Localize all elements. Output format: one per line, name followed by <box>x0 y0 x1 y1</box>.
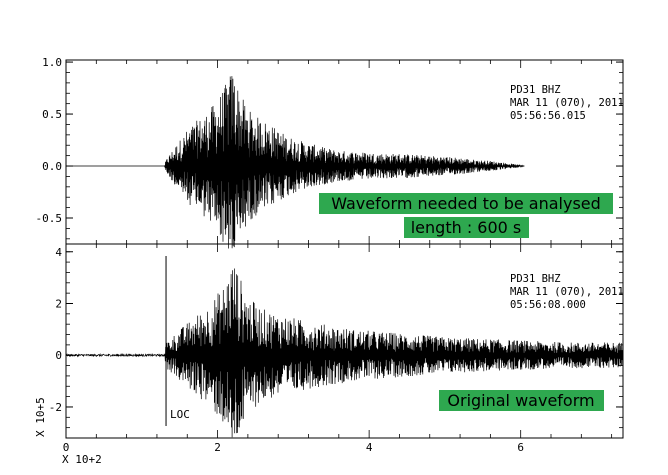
bottom-date-label: MAR 11 (070), 2011 <box>510 286 624 298</box>
bottom-station-label: PD31 BHZ <box>510 273 561 285</box>
top-annotation-line-1: Waveform needed to be analysed <box>331 194 601 213</box>
top-annotation-line-2: length : 600 s <box>411 218 522 237</box>
top-y-axis: 1.0 0.5 0.0 -0.5 <box>36 56 623 240</box>
top-waveform-trace <box>66 76 525 249</box>
y-tick-label: 2 <box>55 297 62 310</box>
top-annotation-box-2 <box>404 217 529 238</box>
y-scale-label: X 10+5 <box>34 397 47 437</box>
y-tick-label: 0 <box>55 349 62 362</box>
y-tick-label: 0.5 <box>42 108 62 121</box>
top-x-minor-ticks <box>65 60 613 244</box>
x-tick-label: 0 <box>63 441 70 454</box>
bottom-waveform-trace <box>65 268 624 438</box>
bottom-panel-frame <box>65 243 624 439</box>
bottom-annotation-box <box>439 390 604 411</box>
bottom-start-time-label: 05:56:08.000 <box>510 299 586 311</box>
y-tick-label: 1.0 <box>42 56 62 69</box>
x-tick-label: 2 <box>214 441 221 454</box>
top-panel: 1.0 0.5 0.0 -0.5 PD31 BHZ MAR 11 (070), 201… <box>36 56 624 249</box>
x-tick-label: 4 <box>366 441 373 454</box>
top-date-label: MAR 11 (070), 2011 <box>510 97 624 109</box>
y-tick-label: 4 <box>55 246 62 259</box>
top-annotation-box-1 <box>319 193 613 214</box>
y-tick-label: -2 <box>49 401 62 414</box>
bottom-annotation-text: Original waveform <box>447 391 594 410</box>
x-tick-label: 6 <box>517 441 524 454</box>
top-station-label: PD31 BHZ <box>510 84 561 96</box>
bottom-x-axis: 0 2 4 6 <box>63 244 613 454</box>
bottom-panel: 4 2 0 -2 0 2 4 6 LOC PD31 BHZ MAR 11 (070), 20… <box>34 243 624 466</box>
bottom-y-axis: 4 2 0 -2 <box>49 246 623 429</box>
x-scale-label: X 10+2 <box>62 453 102 466</box>
top-start-time-label: 05:56:56.015 <box>510 110 586 122</box>
y-tick-label: 0.0 <box>42 160 62 173</box>
loc-marker-label: LOC <box>170 408 190 421</box>
y-tick-label: -0.5 <box>36 212 63 225</box>
